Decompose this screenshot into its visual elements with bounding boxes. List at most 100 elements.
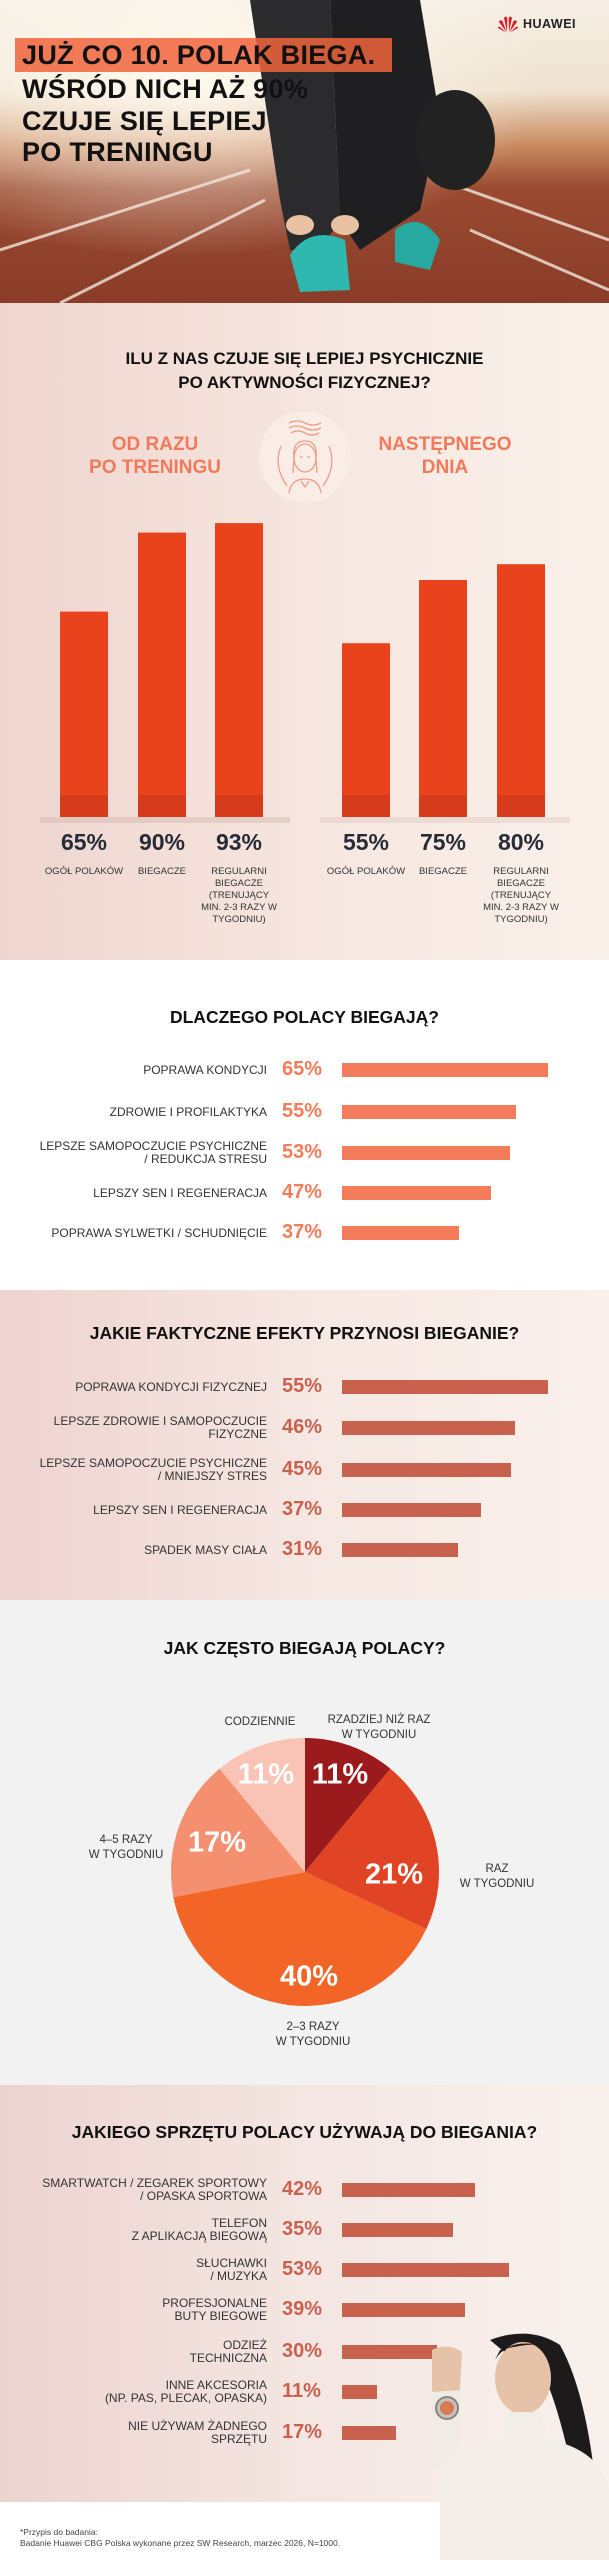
- bar-shade: [138, 795, 186, 817]
- bar-value-label: 45%: [282, 1458, 323, 1480]
- bar-category-label: INNE AKCESORIA (NP. PAS, PLECAK, OPASKA): [104, 2378, 267, 2405]
- bar: [342, 2223, 453, 2237]
- pie-slice-label: 2–3 RAZY W TYGODNIU: [275, 2021, 351, 2048]
- bar-value-label: 55%: [342, 829, 390, 855]
- bar-value-label: 35%: [282, 2218, 323, 2240]
- bar-value-label: 47%: [282, 1181, 323, 1203]
- bar: [342, 1463, 511, 1477]
- bar-category-label: BIEGACZE: [418, 866, 468, 877]
- bar-value-label: 17%: [282, 2421, 323, 2443]
- bar: [342, 1503, 481, 1517]
- bar-category-label: LEPSZE SAMOPOCZUCIE PSYCHICZNE / REDUKCJ…: [39, 1139, 267, 1166]
- section-mood-chart: ILU Z NAS CZUJE SIĘ LEPIEJ PSYCHICZNIE P…: [0, 303, 609, 960]
- bar-value-label: 55%: [282, 1375, 323, 1397]
- bar: [342, 2385, 377, 2399]
- bar-shade: [419, 795, 467, 817]
- bar-value-label: 31%: [282, 1538, 323, 1560]
- bar-value-label: 39%: [282, 2298, 323, 2320]
- bar-value-label: 53%: [282, 1141, 323, 1163]
- bar: [342, 2263, 510, 2277]
- bar: [419, 580, 467, 817]
- bar-category-label: OGÓŁ POLAKÓW: [326, 866, 406, 877]
- bar: [342, 2426, 396, 2440]
- pie-slice: [173, 1872, 427, 2006]
- bar-value-label: 75%: [419, 829, 467, 855]
- bar: [497, 564, 545, 817]
- vertical-bar-chart: [40, 523, 570, 823]
- bar: [342, 1063, 549, 1077]
- bar: [342, 2345, 437, 2359]
- bar-category-label: NIE UŻYWAM ŻADNEGO SPRZĘTU: [128, 2419, 267, 2446]
- bar: [342, 1380, 549, 1394]
- bar-category-label: LEPSZE ZDROWIE I SAMOPOCZUCIE FIZYCZNE: [53, 1414, 267, 1441]
- hero-banner: JUŻ CO 10. POLAK BIEGA. WŚRÓD NICH AŻ 90…: [0, 0, 609, 303]
- bar-value-label: 90%: [138, 829, 186, 855]
- bar-value-label: 46%: [282, 1416, 323, 1438]
- bar-category-label: LEPSZE SAMOPOCZUCIE PSYCHICZNE / MNIEJSZ…: [39, 1456, 267, 1483]
- bar: [342, 1146, 510, 1160]
- bar: [342, 1186, 491, 1200]
- bar-category-label: OGÓŁ POLAKÓW: [44, 866, 124, 877]
- woman-with-smartwatch-photo: [430, 2333, 609, 2560]
- pie-slice: [170, 1768, 305, 1898]
- pie-chart: [170, 1738, 439, 2006]
- bar: [342, 2303, 466, 2317]
- bar-shade: [215, 795, 263, 817]
- section-title: JAK CZĘSTO BIEGAJĄ POLACY?: [163, 1638, 446, 1658]
- footnote-text: Badanie Huawei CBG Polska wykonane przez…: [20, 2538, 341, 2548]
- hero-title-line-4: PO TRENINGU: [22, 137, 213, 167]
- bar-category-label: ZDROWIE I PROFILAKTYKA: [109, 1104, 267, 1119]
- section-frequency: JAK CZĘSTO BIEGAJĄ POLACY? RZADZIEJ NIŻ …: [0, 1600, 609, 2085]
- pie-slice: [305, 1768, 439, 1930]
- bar: [342, 1421, 515, 1435]
- section-title: ILU Z NAS CZUJE SIĘ LEPIEJ PSYCHICZNIE P…: [125, 349, 484, 392]
- hero-title-line-3: CZUJE SIĘ LEPIEJ: [22, 106, 267, 136]
- bar: [215, 523, 263, 817]
- title-highlight: [15, 38, 392, 72]
- group-header-next-day: NASTĘPNEGO DNIA: [378, 434, 512, 478]
- pie-slice: [305, 1738, 391, 1872]
- bar-value-label: 80%: [497, 829, 545, 855]
- bar-shade: [342, 795, 390, 817]
- pie-slice-label: RZADZIEJ NIŻ RAZ W TYGODNIU: [327, 1714, 431, 1741]
- bar-value-label: 93%: [215, 829, 263, 855]
- bar-baseline-shadow: [40, 817, 290, 823]
- bar-category-label: REGULARNI BIEGACZE (TRENUJĄCY MIN. 2-3 R…: [201, 866, 277, 925]
- section-title: JAKIE FAKTYCZNE EFEKTY PRZYNOSI BIEGANIE…: [89, 1323, 520, 1343]
- huawei-petals-icon: [498, 16, 518, 33]
- bar-shade: [497, 795, 545, 817]
- bar-value-label: 53%: [282, 2258, 323, 2280]
- bar-category-label: POPRAWA KONDYCJI FIZYCZNEJ: [75, 1379, 267, 1394]
- bar-category-label: REGULARNI BIEGACZE (TRENUJĄCY MIN. 2-3 R…: [483, 866, 559, 925]
- pie-slice-value: 17%: [187, 1826, 247, 1859]
- section-why-run: DLACZEGO POLACY BIEGAJĄ? POPRAWA KONDYCJ…: [0, 960, 609, 1290]
- section-title: JAKIEGO SPRZĘTU POLACY UŻYWAJĄ DO BIEGAN…: [71, 2122, 538, 2142]
- bar-category-label: POPRAWA SYLWETKI / SCHUDNIĘCIE: [51, 1225, 267, 1240]
- bar: [60, 611, 108, 817]
- bar-category-label: BIEGACZE: [137, 866, 187, 877]
- bar-category-label: LEPSZY SEN I REGENERACJA: [93, 1185, 267, 1200]
- bar-value-label: 65%: [282, 1058, 323, 1080]
- pie-slice-value: 40%: [279, 1960, 339, 1993]
- pie-slice-label: RAZ W TYGODNIU: [459, 1863, 535, 1890]
- bar-value-label: 30%: [282, 2340, 323, 2362]
- woman-calm-mind-icon: [259, 411, 351, 503]
- pie-slice: [219, 1738, 305, 1872]
- bar-value-label: 65%: [60, 829, 108, 855]
- bar-value-label: 42%: [282, 2178, 323, 2200]
- section-effects: JAKIE FAKTYCZNE EFEKTY PRZYNOSI BIEGANIE…: [0, 1290, 609, 1600]
- bar: [342, 1105, 517, 1119]
- bar-category-label: SŁUCHAWKI / MUZYKA: [196, 2256, 267, 2283]
- bar-value-label: 37%: [282, 1221, 323, 1243]
- bar-category-label: ODZIEŻ TECHNICZNA: [189, 2338, 267, 2365]
- bar: [342, 643, 390, 817]
- hero-title-line-1: JUŻ CO 10. POLAK BIEGA.: [22, 40, 376, 70]
- pie-slice-value: 11%: [237, 1758, 295, 1791]
- bar-shade: [60, 795, 108, 817]
- pie-slice-label: 4–5 RAZY W TYGODNIU: [88, 1834, 164, 1861]
- bar-category-label: LEPSZY SEN I REGENERACJA: [93, 1502, 267, 1517]
- bar-category-label: SPADEK MASY CIAŁA: [144, 1542, 267, 1557]
- pie-slice-label: CODZIENNIE: [224, 1716, 296, 1728]
- pie-slice-value: 11%: [311, 1758, 369, 1791]
- bar-category-label: PROFESJONALNE BUTY BIEGOWE: [162, 2296, 267, 2323]
